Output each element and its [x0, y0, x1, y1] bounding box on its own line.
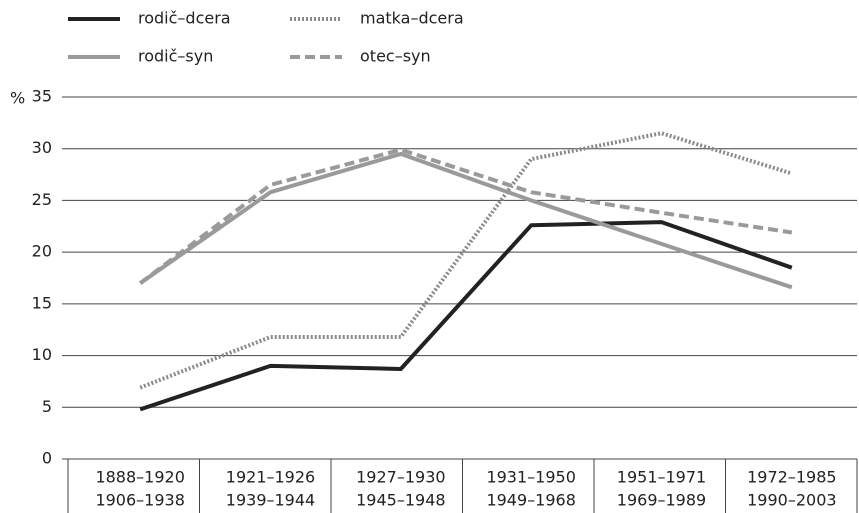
- y-tick-label: 5: [42, 397, 52, 416]
- legend-label: matka–dcera: [360, 9, 464, 28]
- x-tick-label: 1949–1968: [486, 491, 575, 510]
- y-tick-label: 25: [32, 190, 52, 209]
- y-tick-label: 30: [32, 138, 52, 157]
- x-tick-label: 1945–1948: [356, 491, 445, 510]
- series-line: [138, 147, 793, 285]
- series-line: [139, 220, 793, 412]
- legend-label: otec–syn: [360, 47, 431, 66]
- series-line: [139, 151, 793, 290]
- y-axis-label: %: [10, 89, 25, 108]
- legend-label: rodič–dcera: [138, 9, 231, 28]
- x-tick-label: 1921–1926: [226, 468, 315, 487]
- x-tick-label: 1906–1938: [95, 491, 184, 510]
- x-tick-label: 1939–1944: [226, 491, 315, 510]
- y-tick-label: 0: [42, 449, 52, 468]
- y-tick-label: 15: [32, 293, 52, 312]
- x-tick-label: 1888–1920: [95, 468, 184, 487]
- y-tick-label: 35: [32, 87, 52, 106]
- legend-label: rodič–syn: [138, 47, 213, 66]
- x-tick-label: 1990–2003: [747, 491, 836, 510]
- x-tick-label: 1951–1971: [617, 468, 706, 487]
- series-line: [139, 131, 793, 390]
- y-tick-label: 20: [32, 242, 52, 261]
- x-tick-label: 1931–1950: [486, 468, 575, 487]
- x-tick-label: 1927–1930: [356, 468, 445, 487]
- y-tick-label: 10: [32, 345, 52, 364]
- x-tick-label: 1972–1985: [747, 468, 836, 487]
- x-tick-label: 1969–1989: [617, 491, 706, 510]
